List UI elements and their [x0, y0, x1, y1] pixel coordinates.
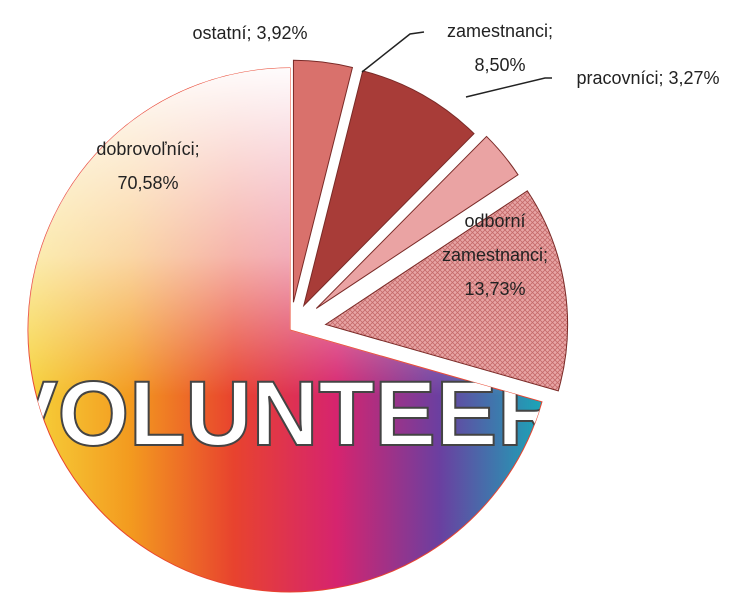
- data-label: pracovníci; 3,27%: [538, 61, 748, 95]
- data-label: ostatní; 3,92%: [140, 16, 360, 50]
- label-separator: ;: [246, 23, 257, 43]
- pie-slice: [302, 70, 475, 308]
- category-label: pracovníci: [576, 68, 659, 88]
- label-separator: ;: [658, 68, 669, 88]
- data-label: dobrovoľníci; 70,58%: [68, 132, 228, 200]
- category-label: odborní zamestnanci: [441, 211, 544, 265]
- category-label: zamestnanci: [446, 21, 549, 41]
- leader-line: [361, 31, 425, 73]
- pie-slice: [324, 190, 569, 392]
- label-separator: ;: [543, 245, 554, 265]
- image-text: VOLUNTEER: [0, 363, 564, 465]
- category-label: dobrovoľníci: [96, 139, 195, 159]
- data-label: zamestnanci; 8,50%: [435, 14, 565, 82]
- leader-lines: [361, 31, 552, 98]
- category-label: ostatní: [192, 23, 247, 43]
- label-separator: ;: [548, 21, 559, 41]
- value-label: 70,58%: [117, 173, 179, 193]
- value-label: 3,27%: [668, 68, 720, 88]
- pie-slice: [292, 59, 354, 303]
- pie-slice: [315, 135, 519, 309]
- value-label: 13,73%: [464, 279, 526, 299]
- value-label: 8,50%: [474, 55, 526, 75]
- leader-line: [465, 77, 552, 98]
- label-separator: ;: [194, 139, 205, 159]
- value-label: 3,92%: [256, 23, 308, 43]
- data-label: odborní zamestnanci; 13,73%: [420, 204, 570, 306]
